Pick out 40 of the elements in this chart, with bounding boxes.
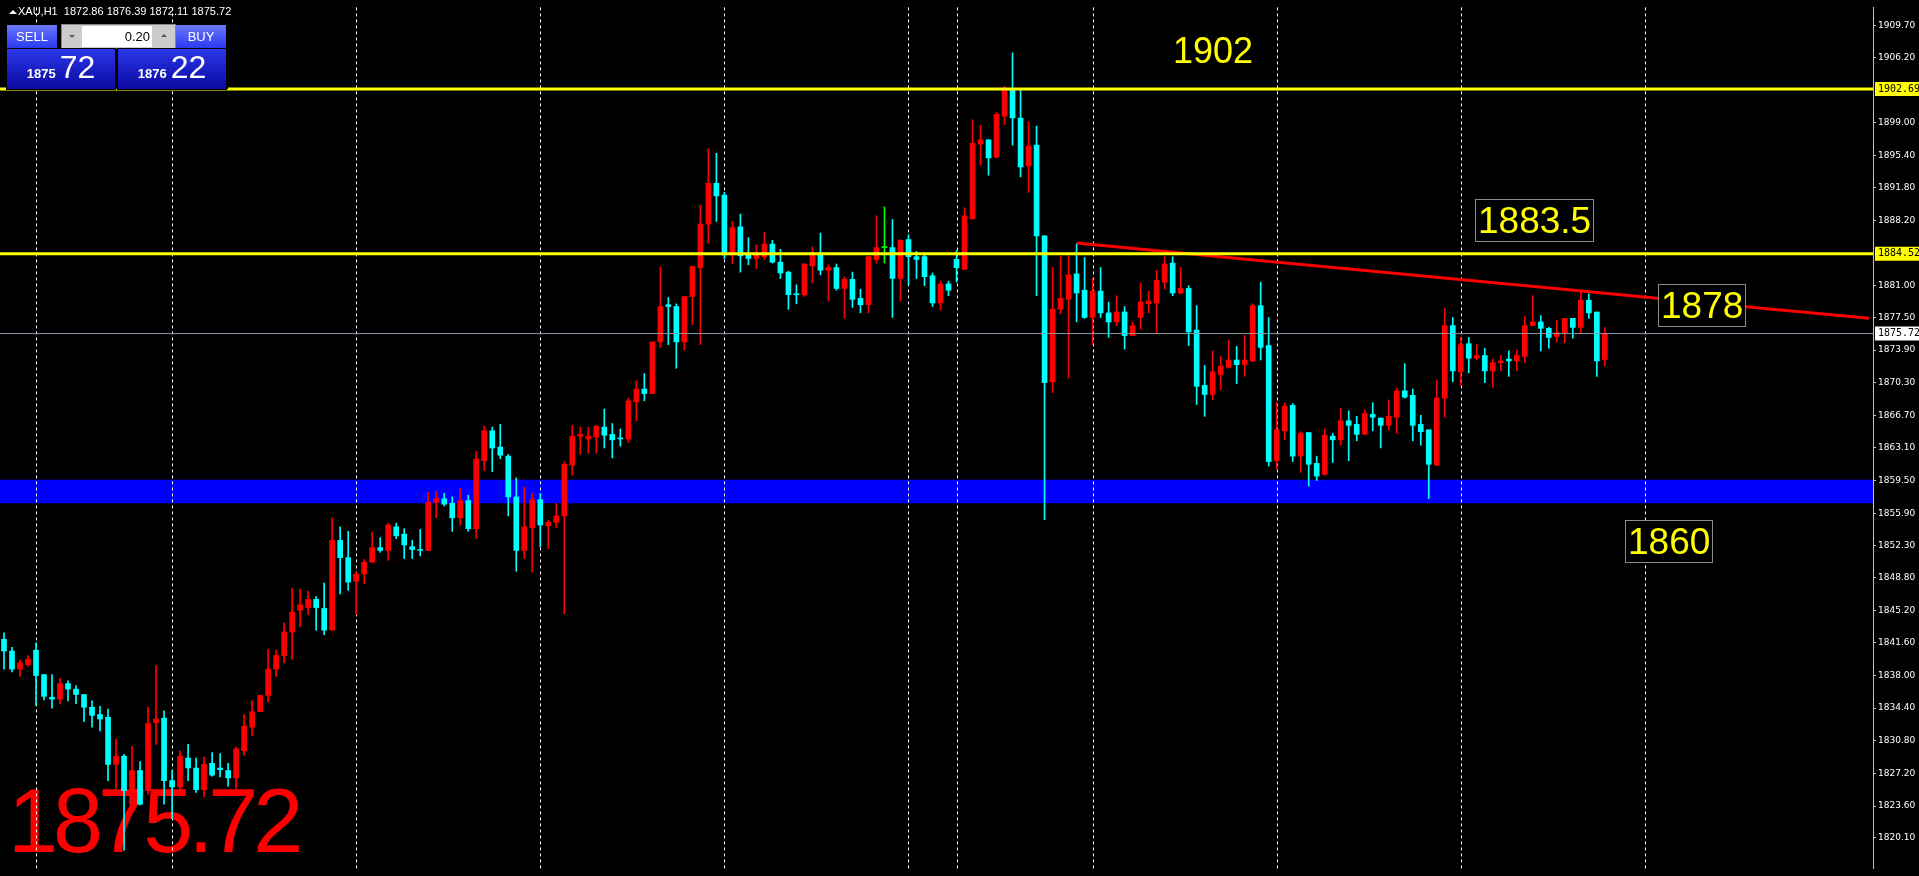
annotation: BUY [187, 29, 215, 44]
y-tick-label: 1866.70 [1878, 409, 1916, 420]
ref-line-label: 1884.52 [1878, 247, 1919, 259]
annotation: 72 [59, 49, 96, 85]
y-tick-label: 1888.20 [1878, 214, 1916, 225]
ref-line-label: 1902.69 [1878, 82, 1919, 94]
y-tick-label: 1895.40 [1878, 149, 1916, 160]
candlestick [257, 695, 263, 713]
y-tick-label: 1870.30 [1878, 377, 1916, 388]
y-tick-label: 1863.10 [1878, 442, 1916, 453]
y-tick-label: 1855.90 [1878, 507, 1916, 518]
y-tick-label: 1834.40 [1878, 702, 1916, 713]
annotation: 1875 [26, 66, 56, 81]
y-tick-label: 1881.00 [1878, 280, 1916, 291]
ref-line-label: 1875.72 [1878, 327, 1919, 339]
y-tick-label: 1823.60 [1878, 800, 1916, 811]
y-tick-label: 1899.00 [1878, 116, 1916, 127]
annotation: 1876 [137, 66, 167, 81]
y-tick-label: 1820.10 [1878, 832, 1916, 843]
y-tick-label: 1838.00 [1878, 669, 1916, 680]
annotation: XAU,H1 1872.86 1876.39 1872.11 1875.72 [18, 5, 232, 17]
annotation: 1883.5 [1478, 200, 1592, 241]
annotation: 1902 [1173, 30, 1254, 71]
annotation: 22 [170, 49, 207, 85]
y-tick-label: 1909.70 [1878, 19, 1916, 30]
annotation: 1878 [1661, 285, 1744, 326]
y-tick-label: 1845.20 [1878, 604, 1916, 615]
y-tick-label: 1841.60 [1878, 637, 1916, 648]
annotation: SELL [16, 29, 48, 44]
y-tick-label: 1891.80 [1878, 182, 1916, 193]
y-tick-label: 1873.90 [1878, 344, 1916, 355]
y-tick-label: 1906.20 [1878, 51, 1916, 62]
y-tick-label: 1827.20 [1878, 767, 1916, 778]
y-tick-label: 1848.80 [1878, 571, 1916, 582]
y-tick-label: 1852.30 [1878, 540, 1916, 551]
y-tick-label: 1877.50 [1878, 311, 1916, 322]
annotation: 1860 [1628, 521, 1711, 562]
annotation: 0.20 [124, 29, 150, 44]
y-tick-label: 1830.80 [1878, 735, 1916, 746]
y-tick-label: 1859.50 [1878, 474, 1916, 485]
